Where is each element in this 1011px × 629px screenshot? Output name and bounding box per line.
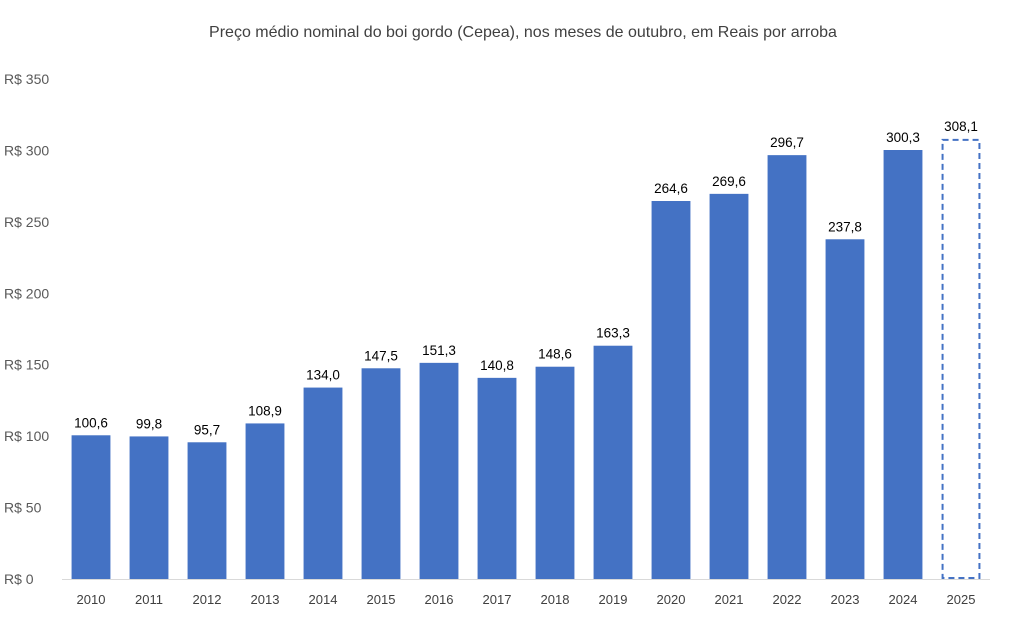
data-labels: 100,6 99,8 95,7 108,9 134,0 147,5 151,3 140,8 14… [74, 119, 978, 437]
chart-title: Preço médio nominal do boi gordo (Cepea)… [209, 24, 837, 41]
bar [245, 423, 285, 579]
y-tick-label: R$ 50 [4, 500, 42, 516]
x-tick-label: 2012 [193, 592, 222, 607]
bar [709, 193, 749, 579]
bar [303, 387, 343, 579]
data-label: 134,0 [306, 368, 340, 383]
x-tick-label: 2022 [773, 592, 802, 607]
x-tick-label: 2018 [541, 592, 570, 607]
x-tick-label: 2013 [251, 592, 280, 607]
data-label: 108,9 [248, 403, 282, 418]
bar [651, 201, 691, 579]
y-tick-label: R$ 0 [4, 571, 34, 587]
x-tick-label: 2024 [889, 592, 918, 607]
x-tick-label: 2020 [657, 592, 686, 607]
bar [593, 345, 633, 579]
data-label: 296,7 [770, 135, 804, 150]
data-label: 308,1 [944, 119, 978, 134]
y-tick-label: R$ 200 [4, 285, 49, 301]
bar [535, 366, 575, 579]
x-tick-label: 2023 [831, 592, 860, 607]
y-tick-label: R$ 350 [4, 71, 49, 87]
data-label: 264,6 [654, 181, 688, 196]
data-label: 95,7 [194, 422, 220, 437]
bar-projected [941, 138, 981, 579]
bar [419, 362, 459, 579]
y-tick-label: R$ 250 [4, 214, 49, 230]
bar [477, 377, 517, 579]
y-axis: R$ 0 R$ 50 R$ 100 R$ 150 R$ 200 R$ 250 R$ 300 R… [4, 71, 49, 587]
x-tick-label: 2021 [715, 592, 744, 607]
data-label: 140,8 [480, 358, 514, 373]
bar [71, 435, 111, 579]
y-tick-label: R$ 300 [4, 142, 49, 158]
data-label: 148,6 [538, 347, 572, 362]
bar [187, 442, 227, 579]
x-tick-label: 2025 [947, 592, 976, 607]
data-label: 99,8 [136, 416, 162, 431]
bar [129, 436, 169, 579]
bar [883, 150, 923, 579]
x-tick-label: 2011 [135, 592, 163, 607]
data-label: 163,3 [596, 326, 630, 341]
data-label: 237,8 [828, 219, 862, 234]
data-label: 100,6 [74, 415, 108, 430]
bar [767, 155, 807, 579]
bars [71, 138, 981, 580]
x-tick-label: 2019 [599, 592, 628, 607]
x-tick-label: 2016 [425, 592, 454, 607]
data-label: 151,3 [422, 343, 456, 358]
x-tick-label: 2014 [309, 592, 338, 607]
x-tick-label: 2017 [483, 592, 512, 607]
x-tick-label: 2015 [367, 592, 396, 607]
bar [361, 368, 401, 579]
data-label: 147,5 [364, 348, 398, 363]
y-tick-label: R$ 150 [4, 357, 49, 373]
data-label: 300,3 [886, 130, 920, 145]
x-axis: 2010 2011 2012 2013 2014 2015 2016 2017 2018 2019… [62, 579, 990, 607]
x-tick-label: 2010 [77, 592, 106, 607]
data-label: 269,6 [712, 174, 746, 189]
y-tick-label: R$ 100 [4, 428, 49, 444]
bar [825, 239, 865, 580]
